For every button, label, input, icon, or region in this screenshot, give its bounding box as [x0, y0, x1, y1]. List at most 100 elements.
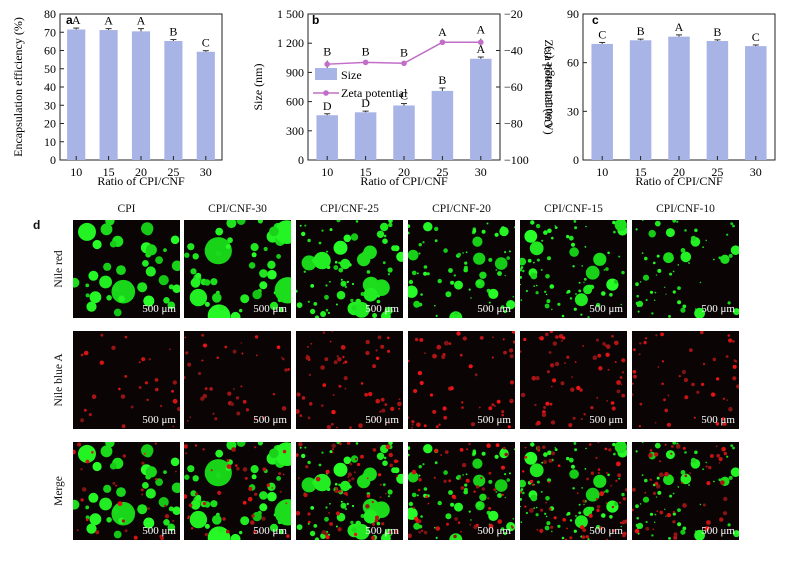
- x-axis-label-c: Ratio of CPI/CNF: [635, 174, 723, 188]
- protein-spot: [411, 420, 415, 424]
- protein-spot: [375, 349, 378, 352]
- oil-droplet: [276, 254, 281, 259]
- protein-spot: [224, 345, 228, 349]
- y-tick-label-b: 1 500: [277, 7, 304, 21]
- oil-droplet: [236, 442, 246, 447]
- oil-droplet: [240, 516, 250, 526]
- oil-droplet: [239, 530, 243, 535]
- oil-droplet: [307, 238, 311, 243]
- oil-droplet: [382, 460, 388, 466]
- protein-spot: [197, 371, 202, 376]
- protein-spot: [576, 385, 581, 391]
- oil-droplet: [463, 489, 468, 495]
- protein-spot: [488, 523, 494, 529]
- micrograph-image: [296, 220, 403, 318]
- oil-droplet: [382, 238, 388, 244]
- protein-spot: [479, 336, 484, 340]
- bar-a-25: [164, 41, 183, 161]
- protein-spot: [461, 401, 464, 404]
- micrograph-image: [80, 333, 180, 429]
- protein-spot: [276, 345, 281, 349]
- protein-spot: [568, 423, 573, 428]
- oil-droplet: [445, 291, 452, 298]
- protein-spot: [331, 331, 334, 333]
- legend-swatch-size: [315, 68, 337, 80]
- protein-spot: [550, 525, 554, 529]
- oil-droplet: [504, 496, 506, 499]
- protein-spot: [596, 505, 601, 509]
- protein-spot: [572, 416, 576, 420]
- protein-spot: [377, 335, 382, 340]
- protein-spot: [202, 393, 207, 399]
- protein-spot: [216, 356, 219, 359]
- oil-droplet: [112, 507, 119, 514]
- significance-letter-a: C: [202, 36, 210, 50]
- protein-spot: [638, 425, 641, 428]
- oil-droplet: [167, 301, 176, 310]
- oil-droplet: [334, 482, 338, 486]
- protein-spot: [419, 338, 424, 342]
- protein-spot: [201, 333, 205, 337]
- oil-droplet: [554, 447, 556, 449]
- oil-droplet: [593, 474, 607, 488]
- oil-droplet: [78, 222, 96, 241]
- protein-spot: [418, 478, 422, 482]
- protein-spot: [188, 503, 193, 508]
- oil-droplet: [636, 516, 639, 520]
- protein-spot: [155, 387, 159, 392]
- oil-droplet: [546, 521, 551, 526]
- protein-spot: [524, 455, 528, 459]
- column-header: CPI/CNF-25: [320, 203, 379, 215]
- protein-spot: [706, 481, 711, 486]
- protein-spot: [459, 448, 464, 452]
- oil-droplet: [73, 499, 80, 510]
- oil-droplet: [335, 525, 338, 528]
- y-tick-label-a: 70: [44, 25, 56, 39]
- oil-droplet: [443, 248, 448, 253]
- oil-droplet: [494, 257, 508, 270]
- protein-spot: [154, 478, 158, 481]
- oil-droplet: [655, 496, 658, 498]
- oil-droplet: [416, 494, 419, 497]
- oil-droplet: [418, 252, 421, 255]
- protein-spot: [723, 496, 728, 502]
- protein-spot: [545, 332, 549, 337]
- protein-spot: [595, 338, 599, 342]
- y-tick-label-b: 0: [298, 153, 304, 167]
- protein-spot: [722, 511, 728, 516]
- protein-spot: [308, 402, 313, 406]
- oil-droplet: [547, 450, 552, 456]
- protein-spot: [503, 350, 507, 355]
- protein-spot: [111, 345, 116, 350]
- oil-droplet: [520, 276, 522, 279]
- protein-spot: [461, 462, 467, 468]
- protein-spot: [618, 501, 622, 504]
- oil-droplet: [143, 295, 155, 307]
- oil-droplet: [649, 512, 654, 516]
- oil-droplet: [227, 237, 233, 244]
- oil-droplet: [656, 254, 660, 258]
- scale-bar-label: 500 μm: [253, 303, 287, 315]
- protein-spot: [140, 488, 144, 492]
- oil-droplet: [494, 232, 499, 237]
- protein-spot: [326, 424, 332, 429]
- micrograph-image: [296, 442, 403, 540]
- oil-droplet: [411, 492, 417, 498]
- oil-droplet: [313, 524, 318, 528]
- y-tick-label-b: 1 200: [277, 36, 304, 50]
- oil-droplet: [215, 449, 224, 458]
- oil-droplet: [86, 301, 97, 312]
- oil-droplet: [612, 220, 616, 225]
- protein-spot: [696, 390, 700, 394]
- x-axis-label-b: Ratio of CPI/CNF: [360, 174, 448, 188]
- protein-spot: [371, 535, 375, 540]
- oil-droplet: [350, 298, 354, 303]
- oil-droplet: [450, 502, 455, 507]
- oil-droplet: [575, 515, 577, 517]
- protein-spot: [682, 503, 687, 508]
- oil-droplet: [195, 494, 202, 501]
- oil-droplet: [434, 304, 436, 307]
- oil-droplet: [89, 513, 102, 526]
- protein-spot: [644, 337, 648, 340]
- oil-droplet: [583, 281, 585, 284]
